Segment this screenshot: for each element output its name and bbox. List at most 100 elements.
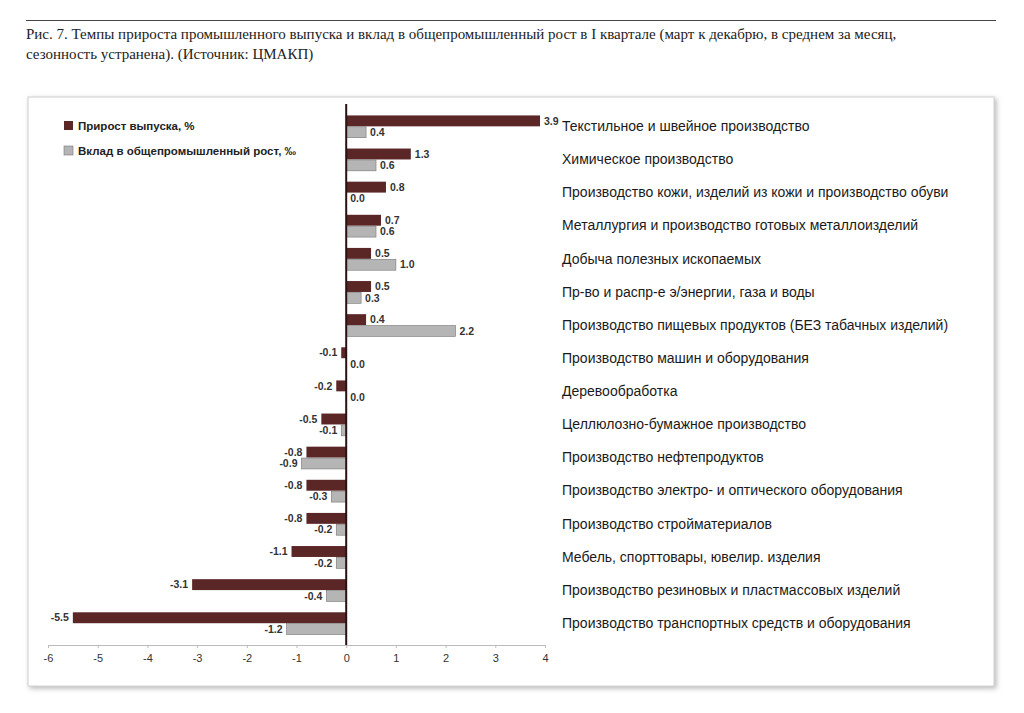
x-tick-label: -5 xyxy=(93,652,103,664)
x-tick-label: 4 xyxy=(542,652,548,664)
legend: Прирост выпуска, % Вклад в общепромышленн… xyxy=(64,120,297,157)
bar xyxy=(331,491,346,502)
data-label: 0.0 xyxy=(350,391,365,403)
x-tick-mark xyxy=(495,645,496,648)
x-tick-label: 1 xyxy=(393,652,399,664)
x-tick-mark xyxy=(147,645,148,648)
x-tick-mark xyxy=(545,645,546,648)
data-label: -0.8 xyxy=(284,446,302,458)
bars xyxy=(73,115,540,634)
x-axis-line xyxy=(49,646,546,649)
category-label: Производство транспортных средств и обор… xyxy=(562,615,911,631)
data-label: 0.4 xyxy=(370,313,385,325)
x-tick: -5 xyxy=(93,645,103,664)
x-tick-label: -1 xyxy=(292,652,302,664)
legend-swatch xyxy=(64,146,73,155)
x-tick-label: 0 xyxy=(344,652,350,664)
bar xyxy=(336,524,346,535)
category-tick: Мебель, спорттовары, ювелир. изделия xyxy=(562,549,821,565)
category-label: Добыча полезных ископаемых xyxy=(562,251,761,267)
category-tick: Производство электро- и оптического обор… xyxy=(562,482,903,498)
x-tick-mark xyxy=(396,645,397,648)
x-tick: -1 xyxy=(292,645,302,664)
bar xyxy=(346,281,371,292)
data-label: 0.6 xyxy=(380,225,395,237)
category-tick: Производство кожи, изделий из кожи и про… xyxy=(562,184,948,200)
x-tick: -4 xyxy=(143,645,153,664)
data-label: -0.9 xyxy=(279,457,297,469)
bar xyxy=(321,414,346,425)
x-tick: -3 xyxy=(193,645,203,664)
data-label: 0.4 xyxy=(370,126,385,138)
x-tick-mark xyxy=(48,645,49,648)
category-label: Целлюлозно-бумажное производство xyxy=(562,416,806,432)
bar xyxy=(192,579,346,590)
data-label: -0.4 xyxy=(304,590,322,602)
data-label: 1.3 xyxy=(415,148,430,160)
chart: 3.91.30.80.70.50.50.4-0.1-0.2-0.5-0.8-0.… xyxy=(0,0,1024,713)
category-label: Металлургия и производство готовых метал… xyxy=(562,217,918,233)
bar xyxy=(346,226,376,237)
bar-series xyxy=(73,115,540,623)
x-tick: -6 xyxy=(44,645,54,664)
bar xyxy=(306,513,346,524)
bar xyxy=(306,480,346,491)
category-label: Производство пищевых продуктов (БЕЗ таба… xyxy=(562,317,948,333)
frame xyxy=(28,97,994,686)
data-label: -1.2 xyxy=(264,623,282,635)
x-tick: 2 xyxy=(443,645,449,664)
x-tick-mark xyxy=(197,645,198,648)
zero-line xyxy=(345,104,347,645)
bar xyxy=(346,215,381,226)
category-label: Производство кожи, изделий из кожи и про… xyxy=(562,184,948,200)
data-label: -0.8 xyxy=(284,479,302,491)
category-label: Производство электро- и оптического обор… xyxy=(562,482,903,498)
bar xyxy=(326,591,346,602)
data-label: -5.5 xyxy=(51,611,69,623)
category-tick: Химическое производство xyxy=(562,151,733,167)
category-label: Текстильное и швейное производство xyxy=(562,118,810,134)
x-tick-mark xyxy=(346,645,347,648)
bar xyxy=(346,149,411,160)
category-tick: Производство стройматериалов xyxy=(562,516,772,532)
category-tick: Деревообработка xyxy=(562,383,678,399)
category-tick: Производство пищевых продуктов (БЕЗ таба… xyxy=(562,317,948,333)
x-tick-mark xyxy=(98,645,99,648)
x-tick-label: -6 xyxy=(44,652,54,664)
category-label: Производство стройматериалов xyxy=(562,516,772,532)
category-tick: Текстильное и швейное производство xyxy=(562,118,810,134)
legend-label: Прирост выпуска, % xyxy=(78,120,195,132)
x-tick: -2 xyxy=(242,645,252,664)
category-tick: Пр-во и распр-е э/энергии, газа и воды xyxy=(562,284,815,300)
x-tick-label: 3 xyxy=(493,652,499,664)
category-tick: Производство нефтепродуктов xyxy=(562,449,764,465)
data-label: 0.3 xyxy=(365,292,380,304)
data-label: -1.1 xyxy=(269,545,287,557)
legend-label: Вклад в общепромышленный рост, ‰ xyxy=(78,145,297,157)
category-tick: Производство транспортных средств и обор… xyxy=(562,615,911,631)
x-tick-mark xyxy=(247,645,248,648)
category-tick: Металлургия и производство готовых метал… xyxy=(562,217,918,233)
bar xyxy=(346,314,366,325)
data-label: 0.8 xyxy=(390,181,405,193)
data-label: 0.0 xyxy=(350,358,365,370)
bar xyxy=(336,380,346,391)
data-label: -3.1 xyxy=(170,578,188,590)
category-tick: Целлюлозно-бумажное производство xyxy=(562,416,806,432)
x-tick: 1 xyxy=(393,645,399,664)
bar xyxy=(287,624,347,635)
category-label: Производство резиновых и пластмассовых и… xyxy=(562,582,900,598)
x-tick-mark xyxy=(446,645,447,648)
category-tick: Добыча полезных ископаемых xyxy=(562,251,761,267)
data-label: 0.0 xyxy=(350,192,365,204)
bar xyxy=(73,612,346,623)
bar xyxy=(346,115,540,126)
x-tick-label: -3 xyxy=(193,652,203,664)
data-label: 2.2 xyxy=(460,325,475,337)
data-label: -0.2 xyxy=(314,557,332,569)
category-axis: Текстильное и швейное производство Химиче… xyxy=(562,118,948,631)
bar xyxy=(346,160,376,171)
x-tick-mark xyxy=(297,645,298,648)
bar xyxy=(346,127,366,138)
data-label: 1.0 xyxy=(400,258,415,270)
